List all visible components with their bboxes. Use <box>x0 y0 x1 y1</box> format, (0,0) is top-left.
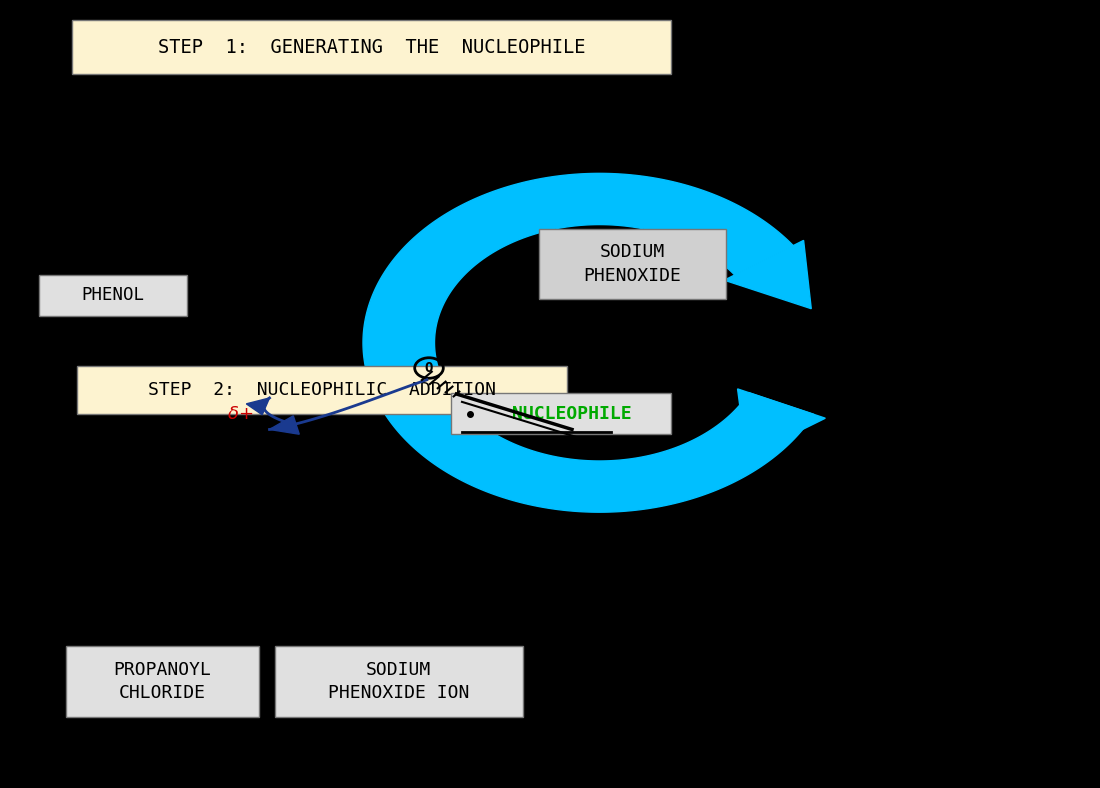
Text: $\delta$+: $\delta$+ <box>227 405 253 422</box>
FancyBboxPatch shape <box>451 393 671 434</box>
Polygon shape <box>246 398 270 414</box>
Polygon shape <box>363 173 814 512</box>
FancyBboxPatch shape <box>72 20 671 74</box>
FancyBboxPatch shape <box>539 229 726 299</box>
Text: O: O <box>425 361 433 375</box>
Text: STEP  1:  GENERATING  THE  NUCLEOPHILE: STEP 1: GENERATING THE NUCLEOPHILE <box>157 38 585 57</box>
Text: PHENOL: PHENOL <box>81 287 144 304</box>
Text: NUCLEOPHILE: NUCLEOPHILE <box>513 405 631 422</box>
Text: PROPANOYL
CHLORIDE: PROPANOYL CHLORIDE <box>113 661 211 702</box>
FancyBboxPatch shape <box>39 275 187 316</box>
Text: -: - <box>441 351 450 366</box>
Text: SODIUM
PHENOXIDE ION: SODIUM PHENOXIDE ION <box>328 661 470 702</box>
Text: SODIUM
PHENOXIDE: SODIUM PHENOXIDE <box>584 243 681 284</box>
Polygon shape <box>738 389 825 457</box>
Polygon shape <box>270 416 299 434</box>
FancyBboxPatch shape <box>77 366 566 414</box>
Polygon shape <box>724 240 812 309</box>
FancyBboxPatch shape <box>66 646 258 717</box>
Text: STEP  2:  NUCLEOPHILIC  ADDITION: STEP 2: NUCLEOPHILIC ADDITION <box>147 381 496 399</box>
FancyBboxPatch shape <box>275 646 522 717</box>
